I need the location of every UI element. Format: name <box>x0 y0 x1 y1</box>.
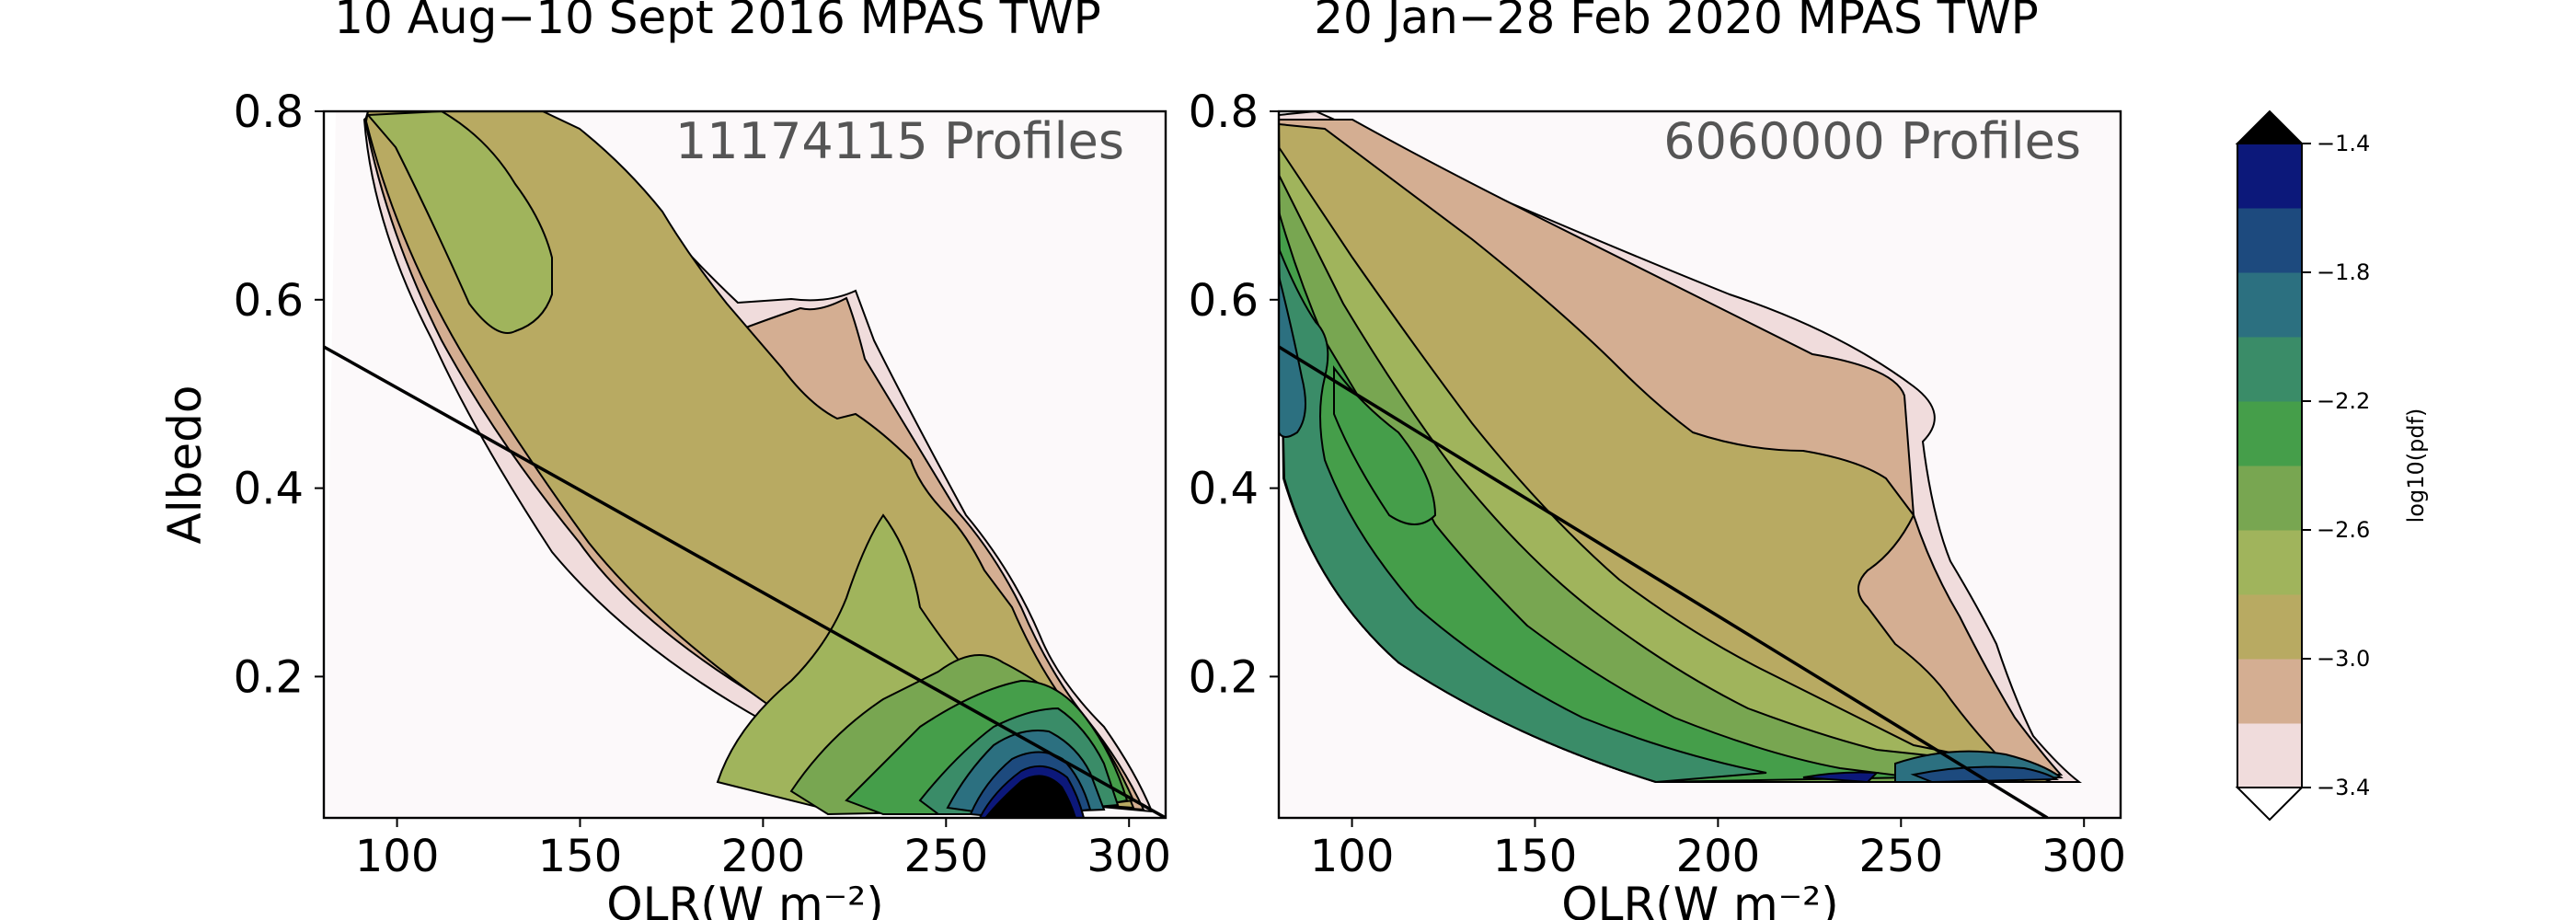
colorbar-segment <box>2237 530 2302 595</box>
left-panel: 10 Aug−10 Sept 2016 MPAS TWP 100 150 200 25… <box>158 0 1171 920</box>
colorbar-tick-label: −3.4 <box>2317 775 2370 800</box>
left-density-core <box>984 775 1076 818</box>
right-x-tick-label: 150 <box>1493 831 1578 882</box>
right-y-tick-label: 0.2 <box>1189 651 1259 703</box>
right-density-contours <box>1279 111 2121 818</box>
right-level-11 <box>1802 771 1880 784</box>
left-x-tick-label: 300 <box>1087 831 1171 882</box>
colorbar-under-extension <box>2235 787 2305 822</box>
left-level-4 <box>364 111 1135 810</box>
colorbar-segment <box>2237 659 2302 724</box>
right-level-8 <box>1279 247 1767 784</box>
colorbar-tick-label: −2.6 <box>2317 517 2370 543</box>
left-x-tick-label: 100 <box>355 831 440 882</box>
right-x-tick-label: 200 <box>1676 831 1761 882</box>
colorbar-segment <box>2237 723 2302 788</box>
colorbar-tick-label: −3.0 <box>2317 646 2370 672</box>
left-y-tick-label: 0.6 <box>234 275 304 327</box>
colorbar-segment <box>2237 337 2302 402</box>
right-level-7b <box>1333 365 1437 525</box>
right-x-tick-label: 300 <box>2041 831 2126 882</box>
colorbar-tick-label: −1.4 <box>2317 131 2370 156</box>
colorbar-tick-label: −1.8 <box>2317 259 2370 285</box>
left-y-tick-label: 0.8 <box>234 86 304 138</box>
left-density-contours <box>324 111 1166 818</box>
left-profiles-annotation: 11174115 Profiles <box>675 112 1124 170</box>
colorbar-segment <box>2237 272 2302 338</box>
left-y-tick-label: 0.4 <box>234 464 304 515</box>
right-axes-frame <box>1277 109 2122 820</box>
left-y-axis-label: Albedo <box>158 385 212 545</box>
right-y-tick-label: 0.4 <box>1189 464 1259 515</box>
colorbar-frame <box>2237 143 2303 788</box>
right-y-tick-label: 0.6 <box>1189 275 1259 327</box>
right-panel: 20 Jan−28 Feb 2020 MPAS TWP 100 150 200 250… <box>1189 0 2126 920</box>
left-regression-line <box>324 345 1166 818</box>
right-y-ticks: 0.2 0.4 0.6 0.8 <box>1189 86 1279 703</box>
right-level-10 <box>1910 765 2060 784</box>
right-x-ticks: 100 150 200 250 300 <box>1310 818 2126 882</box>
right-x-axis-label: OLR(W m⁻²) <box>1561 878 1838 920</box>
colorbar-segments <box>2237 144 2302 788</box>
colorbar-segment <box>2237 466 2302 531</box>
left-y-ticks: 0.2 0.4 0.6 0.8 <box>234 86 324 703</box>
colorbar-label: log10(pdf) <box>2403 408 2429 523</box>
right-regression-line <box>1279 345 2049 818</box>
right-x-tick-label: 250 <box>1858 831 1943 882</box>
left-axes-frame <box>322 109 1167 820</box>
left-x-tick-label: 150 <box>538 831 623 882</box>
left-x-tick-label: 250 <box>903 831 988 882</box>
left-y-tick-label: 0.2 <box>234 651 304 703</box>
colorbar-ticks: −1.4 −1.8 −2.2 −2.6 −3.0 −3.4 <box>2302 131 2370 800</box>
colorbar-segment <box>2237 144 2302 209</box>
colorbar-segment <box>2237 401 2302 466</box>
colorbar-over-extension <box>2235 109 2305 144</box>
left-level-5 <box>365 111 553 334</box>
left-x-axis-label: OLR(W m⁻²) <box>606 878 883 920</box>
right-title: 20 Jan−28 Feb 2020 MPAS TWP <box>1314 0 2039 44</box>
colorbar-segment <box>2237 594 2302 660</box>
colorbar: −1.4 −1.8 −2.2 −2.6 −3.0 −3.4 log10(pdf) <box>2235 109 2429 822</box>
colorbar-segment <box>2237 208 2302 273</box>
right-x-tick-label: 100 <box>1310 831 1395 882</box>
right-y-tick-label: 0.8 <box>1189 86 1259 138</box>
right-profiles-annotation: 6060000 Profiles <box>1663 112 2081 170</box>
left-x-ticks: 100 150 200 250 300 <box>355 818 1171 882</box>
left-x-tick-label: 200 <box>721 831 806 882</box>
colorbar-tick-label: −2.2 <box>2317 388 2370 414</box>
left-title: 10 Aug−10 Sept 2016 MPAS TWP <box>334 0 1101 44</box>
